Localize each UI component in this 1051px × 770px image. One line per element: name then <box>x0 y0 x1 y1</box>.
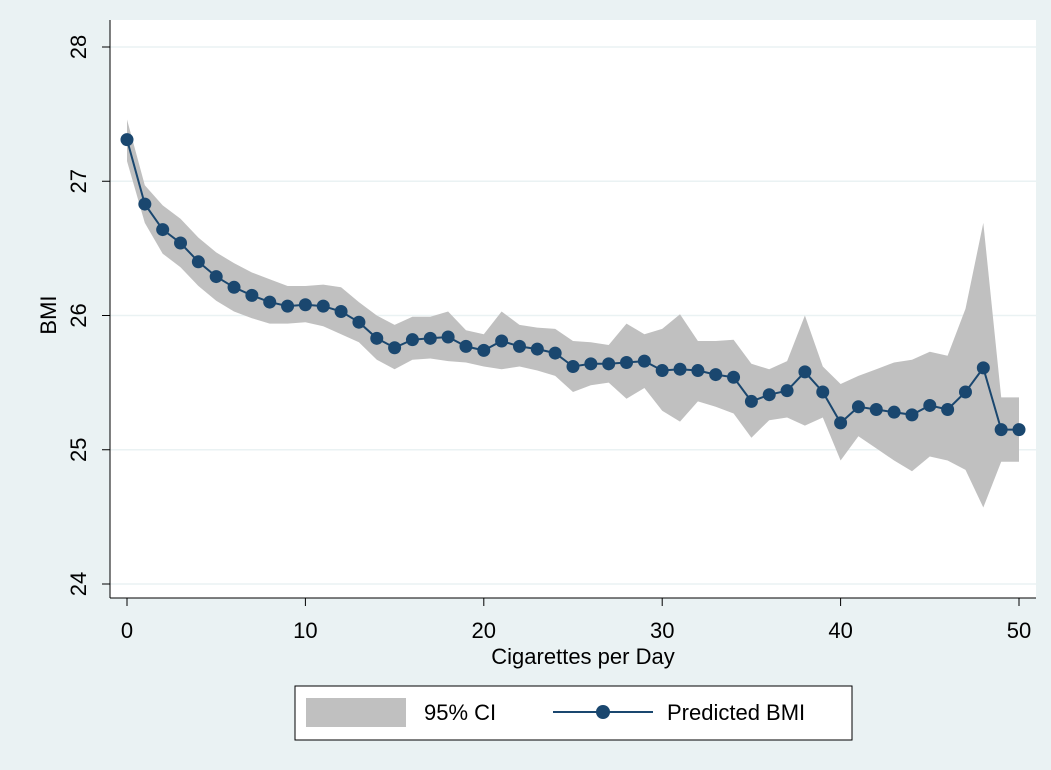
data-point <box>905 408 919 422</box>
data-point <box>370 331 384 345</box>
data-point <box>958 385 972 399</box>
data-point <box>923 398 937 412</box>
data-point <box>334 304 348 318</box>
legend: 95% CI Predicted BMI <box>294 685 853 741</box>
data-point <box>120 133 134 147</box>
data-point <box>477 343 491 357</box>
data-point <box>512 339 526 353</box>
data-point <box>816 385 830 399</box>
legend-predicted-label: Predicted BMI <box>667 700 805 725</box>
ci-band-group <box>127 119 1019 508</box>
y-tick-label: 26 <box>66 303 91 327</box>
data-point <box>566 360 580 374</box>
data-point <box>851 400 865 414</box>
data-point <box>156 223 170 237</box>
data-point <box>281 299 295 313</box>
legend-ci-label: 95% CI <box>424 700 496 725</box>
data-point <box>673 362 687 376</box>
data-point <box>655 364 669 378</box>
x-tick-label: 10 <box>293 618 317 643</box>
data-point <box>887 405 901 419</box>
data-point <box>584 357 598 371</box>
y-tick-label: 24 <box>66 572 91 596</box>
data-point <box>298 298 312 312</box>
data-point <box>245 288 259 302</box>
data-point <box>423 331 437 345</box>
data-point <box>798 365 812 379</box>
data-point <box>780 384 794 398</box>
x-tick-label: 0 <box>121 618 133 643</box>
data-point <box>709 368 723 382</box>
data-point <box>744 394 758 408</box>
y-tick-label: 25 <box>66 438 91 462</box>
series-group <box>120 133 1026 437</box>
data-point <box>530 342 544 356</box>
legend-ci-swatch <box>306 698 406 727</box>
data-point <box>602 357 616 371</box>
data-point <box>263 295 277 309</box>
data-point <box>976 361 990 375</box>
data-point <box>352 315 366 329</box>
y-tick-label: 28 <box>66 35 91 59</box>
data-point <box>548 346 562 360</box>
data-point <box>316 299 330 313</box>
data-point <box>209 270 223 284</box>
data-point <box>762 388 776 402</box>
y-tick-label: 27 <box>66 169 91 193</box>
x-tick-label: 50 <box>1007 618 1031 643</box>
data-point <box>834 416 848 430</box>
data-point <box>227 280 241 294</box>
data-point <box>727 370 741 384</box>
data-point <box>869 402 883 416</box>
data-point <box>138 197 152 211</box>
y-axis-label: BMI <box>36 295 61 334</box>
data-point <box>174 236 188 250</box>
data-point <box>994 423 1008 437</box>
data-point <box>1012 423 1026 437</box>
data-point <box>191 255 205 269</box>
data-point <box>388 341 402 355</box>
data-point <box>941 402 955 416</box>
legend-marker <box>596 705 610 719</box>
x-tick-label: 40 <box>828 618 852 643</box>
axes: 24 25 26 27 28 0 10 20 30 40 50 <box>66 20 1036 643</box>
data-point <box>495 334 509 348</box>
data-point <box>691 364 705 378</box>
data-point <box>405 333 419 347</box>
ci-band <box>127 119 1019 508</box>
x-tick-label: 20 <box>472 618 496 643</box>
data-point <box>620 355 634 369</box>
data-point <box>441 330 455 344</box>
x-axis-label: Cigarettes per Day <box>491 644 674 669</box>
x-tick-label: 30 <box>650 618 674 643</box>
data-point <box>637 354 651 368</box>
data-point <box>459 339 473 353</box>
